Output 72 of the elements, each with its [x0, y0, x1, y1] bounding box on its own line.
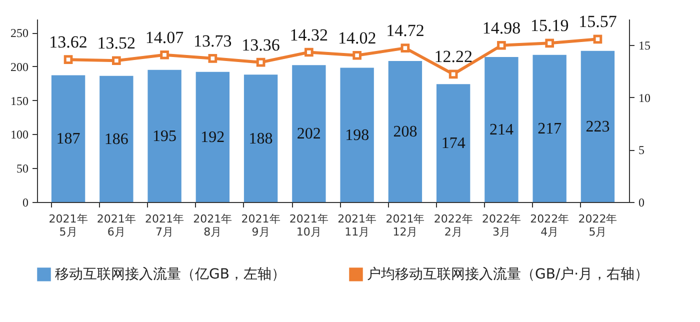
data-label: 186 [104, 130, 128, 148]
data-label: 202 [296, 126, 321, 143]
legend-label: 移动互联网接入流量（亿GB，左轴） [55, 266, 286, 282]
y-tick-label: 250 [10, 26, 28, 40]
data-label: 12.22 [434, 47, 472, 66]
legend-label: 户均移动互联网接入流量（GB/户·月，右轴） [367, 266, 649, 282]
data-label: 14.32 [290, 25, 328, 44]
data-label: 192 [200, 128, 225, 146]
point [448, 70, 458, 79]
y-tick-label: 50 [16, 162, 28, 176]
y-tick-label: 0 [22, 196, 28, 210]
bar [51, 75, 86, 202]
bar [100, 76, 134, 202]
point [545, 38, 554, 48]
bar [148, 70, 182, 202]
bar [436, 84, 470, 202]
y2-tick-label: 15 [638, 38, 650, 53]
point [160, 50, 169, 60]
data-label: 15.19 [530, 16, 569, 36]
data-label: 15.57 [578, 12, 618, 32]
x-tick-label: 2022年 4月 [530, 212, 570, 238]
bar [196, 72, 230, 202]
data-label: 214 [489, 121, 514, 138]
x-tick-label: 2021年 7月 [145, 212, 184, 238]
y-tick-label: 100 [10, 128, 28, 142]
data-label: 14.07 [145, 28, 184, 47]
point [400, 44, 410, 52]
x-tick-label: 2021年 12月 [386, 212, 425, 238]
y2-tick-label: 5 [638, 143, 644, 158]
data-label: 174 [441, 135, 466, 152]
data-label: 14.02 [338, 28, 376, 48]
bar [580, 50, 615, 202]
point [208, 54, 218, 63]
data-label: 188 [248, 130, 273, 148]
bar [532, 54, 566, 202]
data-label: 187 [56, 130, 80, 148]
point [64, 55, 73, 64]
bar [340, 68, 374, 202]
point [497, 40, 506, 50]
data-label: 13.73 [194, 31, 232, 50]
x-tick-label: 2021年 8月 [193, 212, 232, 238]
x-tick-label: 2021年 6月 [96, 212, 136, 238]
data-label: 208 [393, 124, 418, 141]
point [304, 48, 314, 57]
x-tick-label: 2021年 9月 [241, 212, 280, 238]
data-label: 198 [345, 126, 370, 144]
data-label: 14.72 [386, 21, 424, 40]
y-tick-label: 150 [10, 94, 28, 108]
data-label: 13.52 [97, 34, 136, 53]
bar [292, 65, 326, 202]
bar [244, 74, 278, 202]
x-tick-label: 2022年 2月 [434, 212, 473, 238]
data-label: 14.98 [482, 18, 521, 38]
point [352, 50, 362, 60]
data-label: 13.36 [242, 35, 280, 54]
x-tick-label: 2022年 5月 [578, 212, 618, 238]
data-label: 223 [586, 118, 610, 136]
y2-tick-label: 10 [638, 90, 650, 105]
point [112, 56, 121, 66]
data-label: 217 [538, 120, 562, 138]
bar [388, 61, 422, 202]
point [256, 58, 266, 67]
point [593, 34, 602, 44]
y2-tick-label: 0 [638, 196, 644, 210]
bar [484, 56, 518, 202]
x-tick-label: 2021年 11月 [338, 212, 377, 238]
data-label: 13.62 [49, 32, 88, 52]
x-tick-label: 2021年 5月 [48, 212, 88, 238]
y-tick-label: 200 [10, 60, 28, 74]
x-tick-label: 2021年 10月 [289, 212, 328, 238]
x-tick-label: 2022年 3月 [482, 212, 521, 238]
data-label: 195 [152, 128, 177, 145]
